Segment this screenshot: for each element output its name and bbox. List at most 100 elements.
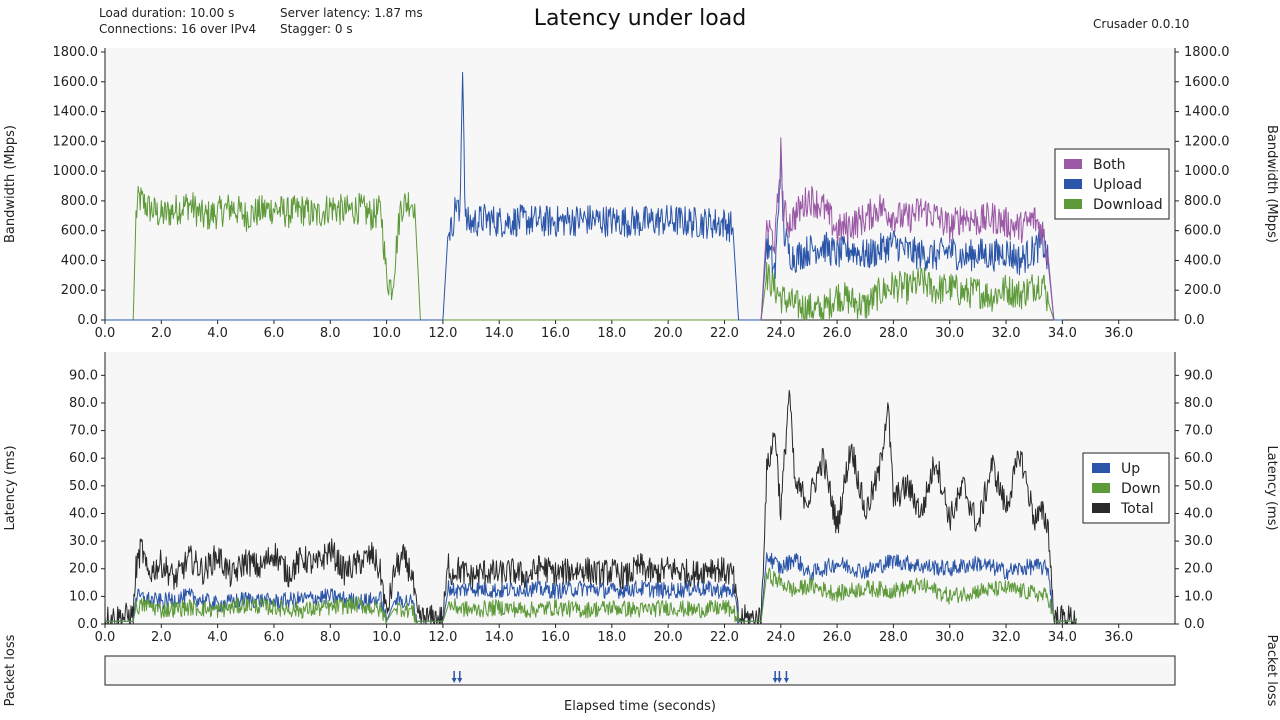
x-tick-label: 2.0 <box>151 326 172 341</box>
panel-packet_loss: Packet loss Packet loss Elapsed time (seco… <box>3 634 1279 714</box>
legend-label-download: Download <box>1093 197 1163 213</box>
connections-label: Connections: 16 over IPv4 <box>99 22 257 36</box>
x-tick-label: 28.0 <box>879 326 908 341</box>
y-tick-label-right: 400.0 <box>1184 253 1221 268</box>
x-tick-label: 12.0 <box>428 630 457 645</box>
series-line-upload <box>105 71 1063 321</box>
x-tick-label: 8.0 <box>320 326 341 341</box>
x-tick-label: 12.0 <box>428 326 457 341</box>
y-tick-label-right: 0.0 <box>1184 617 1205 632</box>
packet_loss-xlabel: Elapsed time (seconds) <box>564 699 716 714</box>
x-tick-label: 6.0 <box>264 630 285 645</box>
y-tick-label-right: 10.0 <box>1184 589 1213 604</box>
y-tick-label: 1600.0 <box>53 75 99 90</box>
bandwidth-legend: Both Upload Download <box>1054 148 1170 220</box>
y-tick-label-right: 30.0 <box>1184 534 1213 549</box>
y-tick-label: 10.0 <box>69 589 98 604</box>
y-tick-label-right: 90.0 <box>1184 368 1213 383</box>
latency-legend: Up Down Total <box>1082 452 1170 524</box>
y-tick-label-right: 40.0 <box>1184 506 1213 521</box>
x-tick-label: 26.0 <box>823 630 852 645</box>
bandwidth-ylabel-right: Bandwidth (Mbps) <box>1264 125 1279 243</box>
load-duration-label: Load duration: 10.00 s <box>99 6 235 20</box>
x-tick-label: 16.0 <box>541 630 570 645</box>
packet_loss-plot-area <box>104 655 1176 686</box>
x-tick-label: 18.0 <box>597 326 626 341</box>
packet-loss-arrowhead <box>783 678 789 683</box>
x-tick-label: 36.0 <box>1104 326 1133 341</box>
y-tick-label: 0.0 <box>77 313 98 328</box>
y-tick-label-right: 1400.0 <box>1184 105 1230 120</box>
y-tick-label: 70.0 <box>69 424 98 439</box>
packet-loss-arrowhead <box>457 678 463 683</box>
x-tick-label: 20.0 <box>654 630 683 645</box>
x-tick-label: 4.0 <box>207 630 228 645</box>
legend-label-upload: Upload <box>1093 177 1142 193</box>
packet_loss-ylabel-right: Packet loss <box>1264 635 1279 707</box>
y-tick-label: 20.0 <box>69 562 98 577</box>
series-line-up <box>105 552 1077 625</box>
legend-swatch-download <box>1064 199 1082 209</box>
x-tick-label: 2.0 <box>151 630 172 645</box>
x-tick-label: 22.0 <box>710 326 739 341</box>
x-tick-label: 14.0 <box>485 630 514 645</box>
y-tick-label-right: 0.0 <box>1184 313 1205 328</box>
series-line-both <box>760 137 1055 321</box>
y-tick-label-right: 70.0 <box>1184 424 1213 439</box>
packet_loss-ylabel-left: Packet loss <box>3 634 18 706</box>
y-tick-label: 1200.0 <box>53 134 99 149</box>
bandwidth-ylabel-left: Bandwidth (Mbps) <box>3 125 18 243</box>
series-line-download <box>105 185 1063 321</box>
y-tick-label-right: 1200.0 <box>1184 134 1230 149</box>
y-tick-label-right: 800.0 <box>1184 194 1221 209</box>
y-tick-label: 90.0 <box>69 368 98 383</box>
series-line-total <box>104 389 1077 625</box>
y-tick-label-right: 1000.0 <box>1184 164 1230 179</box>
packet-loss-arrowhead <box>772 678 778 683</box>
y-tick-label-right: 200.0 <box>1184 283 1221 298</box>
packet-loss-arrowhead <box>776 678 782 683</box>
x-tick-label: 0.0 <box>95 326 116 341</box>
x-tick-label: 22.0 <box>710 630 739 645</box>
panel-latency: 0.0 0.010.0 10.020.0 20.030.0 30.040.0 40.050… <box>3 352 1279 645</box>
latency-ylabel-right: Latency (ms) <box>1264 445 1279 530</box>
x-tick-label: 18.0 <box>597 630 626 645</box>
legend-swatch-both <box>1064 159 1082 169</box>
latency-ylabel-left: Latency (ms) <box>3 445 18 530</box>
y-tick-label-right: 80.0 <box>1184 396 1213 411</box>
legend-swatch-upload <box>1064 179 1082 189</box>
chart-title: Latency under load <box>533 6 747 31</box>
bandwidth-plot-area <box>105 48 1175 320</box>
y-tick-label-right: 1800.0 <box>1184 45 1230 60</box>
server-latency-label: Server latency: 1.87 ms <box>280 6 423 20</box>
x-tick-label: 8.0 <box>320 630 341 645</box>
legend-swatch-down <box>1092 483 1110 493</box>
y-tick-label: 40.0 <box>69 506 98 521</box>
x-tick-label: 34.0 <box>1048 326 1077 341</box>
y-tick-label: 0.0 <box>77 617 98 632</box>
y-tick-label: 30.0 <box>69 534 98 549</box>
x-tick-label: 30.0 <box>935 630 964 645</box>
y-tick-label-right: 20.0 <box>1184 562 1213 577</box>
x-tick-label: 14.0 <box>485 326 514 341</box>
y-tick-label: 80.0 <box>69 396 98 411</box>
y-tick-label: 200.0 <box>61 283 98 298</box>
x-tick-label: 0.0 <box>95 630 116 645</box>
legend-swatch-total <box>1092 503 1110 513</box>
y-tick-label-right: 50.0 <box>1184 479 1213 494</box>
x-tick-label: 24.0 <box>766 326 795 341</box>
x-tick-label: 24.0 <box>766 630 795 645</box>
packet-loss-arrowhead <box>451 678 457 683</box>
x-tick-label: 26.0 <box>823 326 852 341</box>
x-tick-label: 20.0 <box>654 326 683 341</box>
legend-swatch-up <box>1092 463 1110 473</box>
y-tick-label-right: 600.0 <box>1184 224 1221 239</box>
legend-label-up: Up <box>1121 461 1140 477</box>
y-tick-label: 50.0 <box>69 479 98 494</box>
x-tick-label: 34.0 <box>1048 630 1077 645</box>
y-tick-label-right: 60.0 <box>1184 451 1213 466</box>
legend-label-down: Down <box>1121 481 1161 497</box>
version-label: Crusader 0.0.10 <box>1093 17 1190 31</box>
